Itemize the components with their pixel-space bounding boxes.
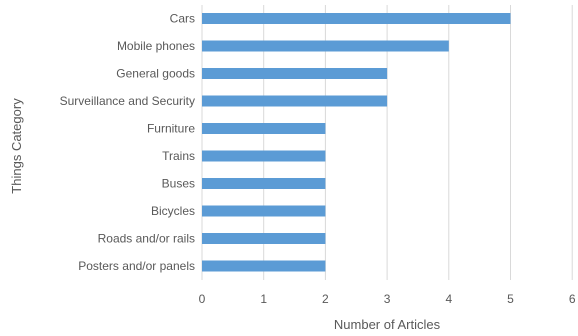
bar [202, 95, 388, 107]
bar [202, 150, 326, 162]
x-tick-label: 0 [199, 292, 206, 306]
x-axis-title: Number of Articles [334, 317, 441, 332]
category-label: Cars [170, 12, 195, 26]
bar [202, 13, 511, 24]
category-label: Roads and/or rails [98, 232, 195, 246]
x-tick-label: 2 [322, 292, 329, 306]
bar [202, 260, 326, 272]
category-label: Furniture [147, 122, 195, 136]
bar [202, 233, 326, 244]
bar [202, 68, 388, 79]
category-label: Bicycles [151, 204, 195, 218]
category-label: Trains [162, 149, 195, 163]
bar [202, 123, 326, 134]
y-axis-title: Things Category [9, 98, 24, 194]
x-tick-label: 5 [507, 292, 514, 306]
category-label: General goods [116, 67, 195, 81]
x-tick-label: 6 [569, 292, 576, 306]
bar [202, 205, 326, 217]
bar [202, 178, 326, 189]
x-tick-label: 3 [384, 292, 391, 306]
x-tick-labels: 0 1 2 3 4 5 6 [199, 292, 576, 306]
category-label: Surveillance and Security [60, 94, 195, 108]
x-tick-label: 4 [445, 292, 452, 306]
bars [202, 13, 511, 272]
category-label: Mobile phones [117, 39, 195, 53]
x-tick-label: 1 [260, 292, 267, 306]
category-label: Posters and/or panels [78, 259, 195, 273]
category-label: Buses [162, 177, 195, 191]
category-labels: Cars Mobile phones General goods Surveillan… [60, 12, 196, 274]
bar [202, 40, 449, 52]
